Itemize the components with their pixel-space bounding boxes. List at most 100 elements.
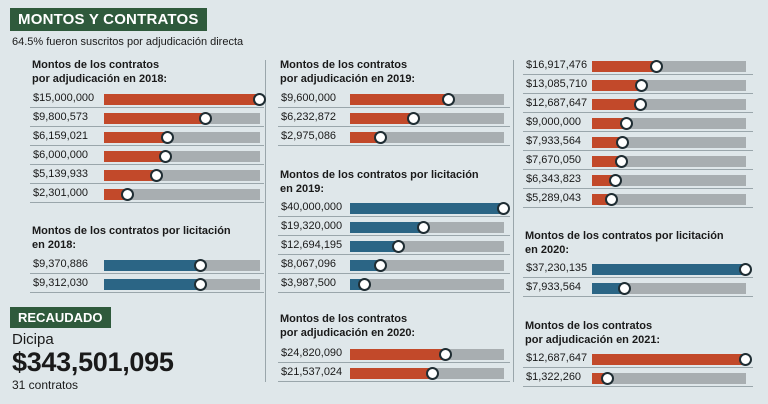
bar-fill: [350, 241, 399, 252]
bar-track: [350, 367, 504, 380]
bar-value-label: $5,289,043: [526, 192, 582, 204]
bar-end-marker: [605, 193, 619, 206]
section-title-line: Montos de los contratos por licitación: [525, 230, 724, 242]
bar-row: $7,933,564: [523, 134, 753, 151]
bar-track: [350, 202, 510, 215]
bar-end-marker: [438, 348, 452, 361]
bar-fill: [350, 132, 381, 143]
header-title: MONTOS Y CONTRATOS: [10, 8, 207, 31]
recaudado-company: Dicipa: [12, 331, 54, 348]
bar-fill: [350, 94, 449, 105]
bar-row: $37,230,135: [523, 261, 753, 278]
bar-track: [592, 193, 746, 206]
bar-row: $7,933,564: [523, 280, 753, 297]
bar-value-label: $1,322,260: [526, 371, 582, 383]
bar-row: $9,800,573: [30, 110, 264, 127]
bar-row: $6,232,872: [278, 110, 510, 127]
bar-end-marker: [198, 112, 212, 125]
row-separator: [523, 367, 753, 368]
bar-end-marker: [253, 93, 266, 106]
bar-end-marker: [425, 367, 439, 380]
bar-track: [592, 60, 746, 73]
section-title: Montos de los contratos por licitación en…: [32, 224, 231, 252]
row-separator: [278, 273, 510, 274]
bar-fill: [592, 354, 746, 365]
bar-fill: [592, 99, 641, 110]
bar-end-marker: [161, 131, 175, 144]
bar-track: [350, 278, 504, 291]
bar-track: [592, 117, 746, 130]
row-separator: [278, 145, 510, 146]
section-title-line: por adjudicación en 2020:: [280, 327, 416, 339]
bar-track: [350, 112, 504, 125]
section-title: Montos de los contratos por adjudicación …: [525, 319, 660, 347]
bar-track: [592, 372, 746, 385]
bar-fill: [592, 61, 658, 72]
bar-row: $12,687,647: [523, 96, 753, 113]
bar-track: [104, 259, 260, 272]
section-title-line: Montos de los contratos: [32, 59, 160, 71]
bar-value-label: $15,000,000: [33, 92, 95, 104]
bar-fill: [592, 194, 613, 205]
bar-row: $19,320,000: [278, 219, 510, 236]
bar-row: $5,139,933: [30, 167, 264, 184]
row-separator: [523, 207, 753, 208]
bar-fill: [592, 283, 625, 294]
row-separator: [30, 292, 264, 293]
bar-fill: [592, 373, 609, 384]
bar-fill: [592, 156, 622, 167]
bar-fill: [592, 264, 746, 275]
bar-end-marker: [406, 112, 420, 125]
bar-value-label: $9,600,000: [281, 92, 337, 104]
row-separator: [30, 126, 264, 127]
bar-end-marker: [358, 278, 372, 291]
bar-track: [350, 259, 504, 272]
bar-value-label: $9,000,000: [526, 116, 582, 128]
bar-track: [592, 263, 752, 276]
bar-track: [592, 98, 746, 111]
bar-end-marker: [614, 155, 628, 168]
bar-row: $6,343,823: [523, 172, 753, 189]
section-title-line: en 2020:: [525, 244, 570, 256]
row-separator: [278, 126, 510, 127]
section-title: Montos de los contratos por licitación en…: [525, 229, 724, 257]
bar-track: [592, 282, 746, 295]
bar-end-marker: [615, 136, 629, 149]
bar-fill: [592, 175, 617, 186]
bar-track: [104, 112, 260, 125]
row-separator: [278, 381, 510, 382]
bar-end-marker: [601, 372, 615, 385]
bar-end-marker: [120, 188, 134, 201]
bar-track: [104, 169, 260, 182]
bar-end-marker: [373, 131, 387, 144]
row-separator: [278, 216, 510, 217]
row-separator: [523, 131, 753, 132]
section-title-line: Montos de los contratos por licitación: [280, 169, 479, 181]
bar-track: [592, 155, 746, 168]
bar-end-marker: [635, 79, 649, 92]
row-separator: [523, 386, 753, 387]
section-title-line: por adjudicación en 2021:: [525, 334, 661, 346]
section-title: Montos de los contratos por adjudicación …: [280, 58, 415, 86]
bar-value-label: $12,687,647: [526, 352, 588, 364]
row-separator: [30, 164, 264, 165]
bar-row: $2,975,086: [278, 129, 510, 146]
bar-row: $5,289,043: [523, 191, 753, 208]
bar-end-marker: [739, 353, 752, 366]
bar-track: [592, 136, 746, 149]
bar-row: $1,322,260: [523, 370, 753, 387]
bar-end-marker: [650, 60, 664, 73]
row-separator: [30, 273, 264, 274]
bar-row: $9,600,000: [278, 91, 510, 108]
row-separator: [523, 169, 753, 170]
bar-row: $24,820,090: [278, 346, 510, 363]
bar-row: $2,301,000: [30, 186, 264, 203]
bar-row: $8,067,096: [278, 257, 510, 274]
bar-row: $6,159,021: [30, 129, 264, 146]
section-title-line: en 2018:: [32, 239, 77, 251]
section-title-line: Montos de los contratos: [280, 59, 408, 71]
bar-row: $3,987,500: [278, 276, 510, 293]
bar-value-label: $6,343,823: [526, 173, 582, 185]
bar-value-label: $3,987,500: [281, 277, 337, 289]
bar-track: [104, 93, 266, 106]
